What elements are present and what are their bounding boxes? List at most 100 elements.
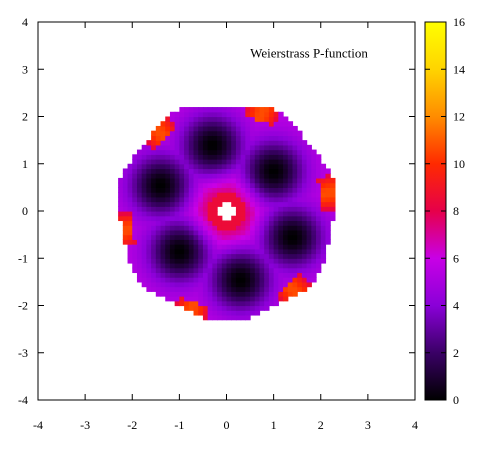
heatmap-cell: [141, 154, 147, 160]
heatmap-cell: [330, 182, 336, 188]
heatmap-cell: [160, 211, 166, 217]
heatmap-cell: [165, 201, 171, 207]
heatmap-cell: [311, 262, 317, 269]
heatmap-cell: [245, 159, 251, 165]
heatmap-cell: [132, 196, 138, 203]
heatmap-cell: [202, 244, 209, 250]
heatmap-cell: [193, 262, 199, 269]
heatmap-cell: [259, 272, 265, 278]
heatmap-cell: [127, 206, 133, 212]
heatmap-cell: [202, 234, 209, 240]
heatmap-cell: [118, 201, 124, 207]
heatmap-cell: [287, 239, 294, 245]
heatmap-cell: [202, 111, 209, 118]
heatmap-cell: [169, 262, 176, 269]
heatmap-cell: [174, 225, 180, 231]
heatmap-cell: [127, 173, 133, 179]
heatmap-cell: [174, 253, 180, 259]
heatmap-cell: [273, 168, 279, 174]
heatmap-cell: [141, 163, 147, 170]
heatmap-cell: [292, 201, 298, 207]
heatmap-cell: [198, 125, 204, 132]
heatmap-cell: [283, 248, 289, 255]
heatmap-cell: [235, 107, 242, 113]
heatmap-cell: [240, 163, 246, 170]
heatmap-cell: [179, 107, 185, 113]
heatmap-cell: [254, 248, 261, 255]
heatmap-cell: [132, 173, 138, 179]
heatmap-cell: [169, 248, 176, 255]
heatmap-cell: [169, 116, 176, 122]
heatmap-cell: [306, 215, 312, 222]
heatmap-cell: [217, 173, 223, 179]
heatmap-cell: [141, 206, 147, 212]
heatmap-cell: [221, 291, 228, 297]
y-tick-label: -1: [18, 251, 28, 265]
heatmap-cell: [165, 154, 171, 160]
heatmap-cell: [268, 267, 275, 274]
heatmap-cell: [240, 154, 246, 160]
heatmap-cell: [122, 215, 129, 222]
heatmap-cell: [231, 225, 237, 231]
heatmap-cell: [132, 163, 138, 170]
heatmap-cell: [136, 215, 143, 222]
heatmap-cell: [226, 258, 232, 264]
heatmap-cell: [165, 272, 171, 278]
heatmap-cell: [316, 173, 322, 179]
heatmap-cell: [136, 258, 143, 264]
heatmap-cell: [160, 262, 166, 269]
heatmap-cell: [212, 173, 218, 179]
heatmap-cell: [330, 206, 336, 212]
heatmap-cell: [250, 116, 256, 122]
heatmap-cell: [278, 291, 284, 297]
heatmap-cell: [325, 215, 331, 222]
heatmap-cell: [188, 140, 195, 146]
heatmap-cell: [231, 140, 237, 146]
heatmap-cell: [245, 248, 251, 255]
heatmap-cell: [193, 253, 199, 259]
heatmap-cell: [287, 215, 294, 222]
heatmap-cell: [132, 262, 138, 269]
heatmap-cell: [165, 125, 171, 132]
x-tick-label: 3: [365, 418, 371, 432]
heatmap-cell: [287, 168, 294, 174]
heatmap-cell: [184, 272, 190, 278]
heatmap-cell: [273, 234, 279, 240]
heatmap-cell: [250, 291, 256, 297]
heatmap-cell: [254, 177, 261, 184]
heatmap-cell: [250, 111, 256, 118]
heatmap-cell: [217, 244, 223, 250]
heatmap-cell: [198, 296, 204, 302]
heatmap-cell: [235, 116, 242, 122]
heatmap-cell: [306, 206, 312, 212]
heatmap-cell: [235, 277, 242, 283]
heatmap-cell: [235, 177, 242, 184]
heatmap-cell: [245, 296, 251, 302]
heatmap-cell: [188, 177, 195, 184]
heatmap-cell: [217, 121, 223, 127]
heatmap-cell: [198, 154, 204, 160]
heatmap-cell: [231, 168, 237, 174]
heatmap-cell: [146, 286, 152, 292]
heatmap-cell: [169, 215, 176, 222]
heatmap-cell: [264, 135, 270, 141]
heatmap-cell: [292, 262, 298, 269]
heatmap-cell: [198, 281, 204, 288]
heatmap-cell: [160, 192, 166, 198]
heatmap-cell: [141, 192, 147, 198]
heatmap-cell: [254, 192, 261, 198]
heatmap-cell: [198, 267, 204, 274]
heatmap-cell: [221, 281, 228, 288]
heatmap-cell: [202, 182, 209, 188]
heatmap-cell: [268, 253, 275, 259]
heatmap-cell: [184, 211, 190, 217]
heatmap-cell: [278, 111, 284, 118]
heatmap-cell: [165, 220, 171, 226]
heatmap-cell: [268, 258, 275, 264]
heatmap-cell: [268, 229, 275, 236]
heatmap-cell: [268, 192, 275, 198]
heatmap-cell: [292, 272, 298, 278]
heatmap-cell: [287, 281, 294, 288]
heatmap-cell: [160, 187, 166, 193]
heatmap-cell: [311, 267, 317, 274]
